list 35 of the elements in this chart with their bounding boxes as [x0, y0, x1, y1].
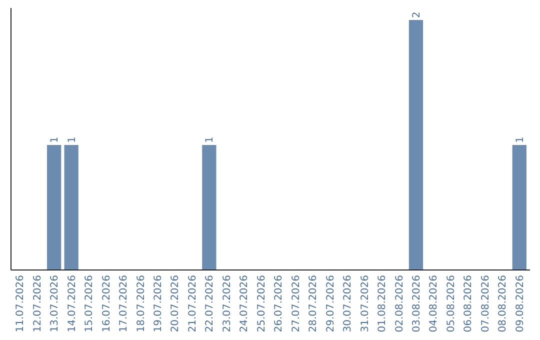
x-tick-label: 15.07.2026 — [84, 275, 96, 332]
data-label: 1 — [514, 136, 526, 143]
x-tick-label: 02.08.2026 — [394, 275, 406, 332]
x-tick-label: 07.08.2026 — [480, 275, 492, 332]
x-tick-label: 22.07.2026 — [204, 275, 216, 332]
data-label: 1 — [50, 136, 61, 143]
data-label: 1 — [204, 136, 216, 143]
x-tick-label: 11.07.2026 — [15, 275, 26, 332]
x-tick-label: 04.08.2026 — [428, 275, 440, 332]
x-tick-label: 27.07.2026 — [290, 275, 302, 332]
x-tick-label: 19.07.2026 — [152, 275, 164, 332]
x-tick-label: 18.07.2026 — [136, 275, 147, 332]
x-tick-label: 06.08.2026 — [463, 275, 474, 332]
x-tick-label: 17.07.2026 — [118, 275, 130, 332]
x-tick-label: 08.08.2026 — [498, 275, 509, 332]
x-tick-label: 23.07.2026 — [222, 275, 233, 332]
x-tick-label: 01.08.2026 — [377, 275, 388, 332]
x-tick-label: 16.07.2026 — [101, 275, 112, 332]
x-tick-label: 29.07.2026 — [325, 275, 336, 332]
x-tick-label: 25.07.2026 — [256, 275, 268, 332]
x-tick-label: 30.07.2026 — [342, 275, 354, 332]
x-tick-label: 09.08.2026 — [514, 275, 526, 332]
x-tick-label: 26.07.2026 — [274, 275, 285, 332]
x-tick-label: 20.07.2026 — [170, 275, 182, 332]
x-tick-label: 24.07.2026 — [239, 275, 250, 332]
x-tick-label: 14.07.2026 — [66, 275, 78, 332]
data-label: 1 — [66, 136, 78, 143]
x-tick-label: 12.07.2026 — [32, 275, 44, 332]
x-tick-label: 03.08.2026 — [411, 275, 422, 332]
x-tick-label: 21.07.2026 — [187, 275, 198, 332]
x-tick-label: 05.08.2026 — [446, 275, 457, 332]
x-tick-label: 31.07.2026 — [360, 275, 371, 332]
data-label: 2 — [411, 12, 422, 18]
x-tick-label: 28.07.2026 — [308, 275, 320, 332]
x-tick-label: 13.07.2026 — [50, 275, 61, 332]
